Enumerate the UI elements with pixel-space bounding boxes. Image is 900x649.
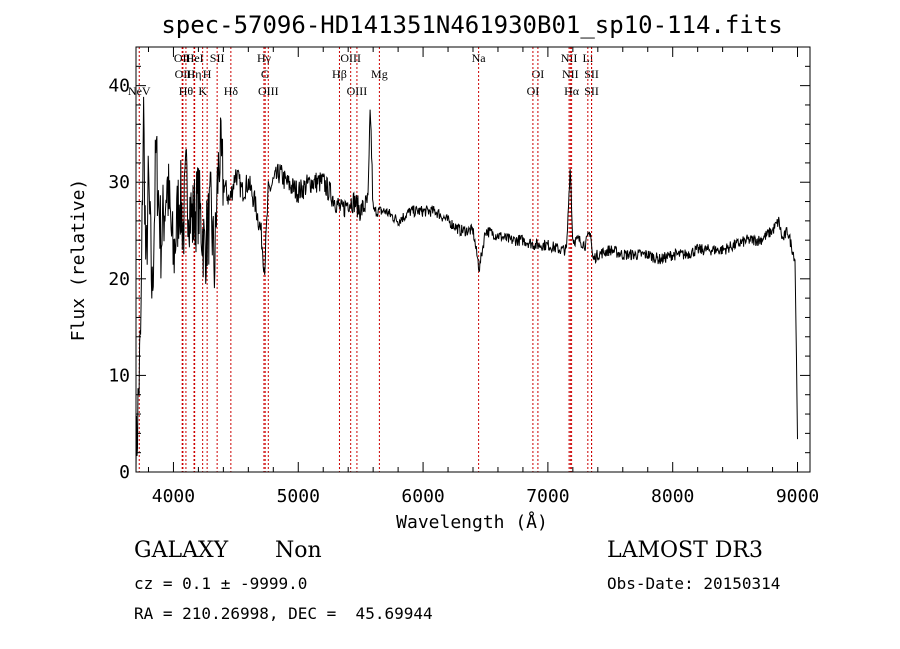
- marker-label-12: OIII: [258, 84, 279, 98]
- marker-label-15: OIII: [347, 84, 368, 98]
- x-axis-label: Wavelength (Å): [396, 511, 548, 533]
- redshift-readout: cz = 0.1 ± -9999.0: [134, 574, 308, 593]
- marker-label-0: NeV: [128, 84, 151, 98]
- survey-name: LAMOST DR3: [607, 538, 763, 563]
- marker-label-21: NII: [562, 67, 579, 81]
- marker-label-23: Li: [582, 51, 593, 65]
- marker-label-16: Mg: [371, 67, 388, 81]
- plot-frame: [135, 46, 811, 473]
- spectrum-series: [135, 96, 798, 473]
- marker-label-24: SII: [584, 67, 599, 81]
- x-axis-ticks: 4000 5000 6000 7000 8000 9000: [147, 47, 819, 507]
- marker-label-11: G: [261, 67, 270, 81]
- y-axis-ticks: 0 10 20 30 40: [108, 46, 810, 483]
- marker-label-7: H: [203, 67, 212, 81]
- marker-label-3: Hθ: [179, 84, 194, 98]
- marker-label-8: SII: [210, 51, 225, 65]
- y-tick-label-3: 30: [108, 172, 130, 193]
- y-tick-label-2: 20: [108, 269, 130, 290]
- marker-label-18: OI: [532, 67, 545, 81]
- marker-label-20: NII: [561, 51, 578, 65]
- object-class: GALAXY: [134, 538, 229, 563]
- marker-label-2: OII: [175, 67, 192, 81]
- emission-line-markers: NeVOIIOIIHθHeIHηKHSIIHδHγGOIIIHβOIIIOIII…: [128, 47, 599, 472]
- x-tick-label-4: 8000: [651, 486, 694, 507]
- x-tick-label-2: 6000: [401, 486, 444, 507]
- object-subclass: Non: [275, 538, 322, 563]
- x-tick-label-5: 9000: [776, 486, 819, 507]
- x-tick-label-1: 5000: [277, 486, 320, 507]
- y-tick-label-4: 40: [108, 76, 130, 97]
- marker-label-9: Hδ: [224, 84, 239, 98]
- marker-label-6: K: [198, 84, 207, 98]
- marker-label-25: SII: [584, 84, 599, 98]
- observation-date: Obs-Date: 20150314: [607, 574, 781, 593]
- marker-label-4: HeI: [186, 51, 204, 65]
- spectrum-line: [135, 96, 798, 473]
- x-tick-label-3: 7000: [526, 486, 569, 507]
- y-tick-label-0: 0: [119, 462, 130, 483]
- marker-label-22: Hα: [564, 84, 580, 98]
- coordinates-readout: RA = 210.26998, DEC = 45.69944: [134, 604, 433, 623]
- chart-title: spec-57096-HD141351N461930B01_sp10-114.f…: [161, 11, 782, 39]
- marker-label-10: Hγ: [257, 51, 272, 65]
- marker-label-13: Hβ: [332, 67, 347, 81]
- marker-label-17: Na: [472, 51, 487, 65]
- marker-label-19: OI: [527, 84, 540, 98]
- marker-label-14: OIII: [340, 51, 361, 65]
- y-tick-label-1: 10: [108, 365, 130, 386]
- y-axis-label: Flux (relative): [68, 179, 89, 342]
- x-tick-label-0: 4000: [152, 486, 195, 507]
- marker-label-1: OII: [174, 51, 191, 65]
- marker-label-5: Hη: [187, 67, 202, 81]
